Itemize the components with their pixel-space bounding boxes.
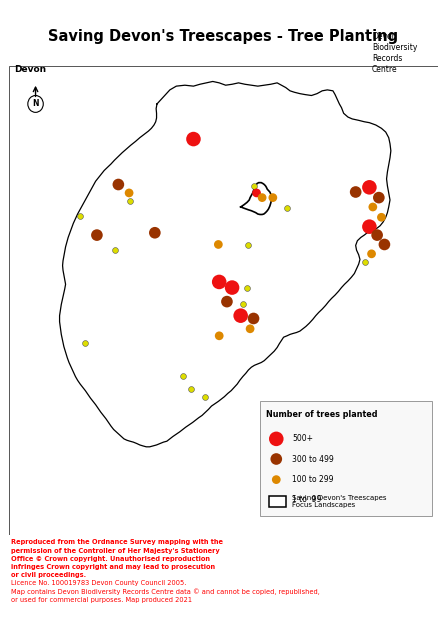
Text: 500+: 500+ [292,434,313,443]
Point [273,454,280,464]
Text: W: W [25,27,35,37]
Text: 300 to 499: 300 to 499 [292,454,334,463]
Text: Saving Devon's Treescapes - Tree Planting: Saving Devon's Treescapes - Tree Plantin… [48,29,399,44]
Text: Number of trees planted: Number of trees planted [266,410,378,419]
Point [273,475,280,485]
Point [352,187,359,197]
Point [215,239,222,249]
Point [215,277,223,287]
Point [247,323,254,334]
Point [381,239,388,249]
Point [76,211,83,222]
Text: or used for commercial purposes. Map produced 2021: or used for commercial purposes. Map pro… [11,597,192,603]
Bar [260,401,432,516]
Point [244,241,251,251]
Point [115,179,122,189]
Text: Devon
Biodiversity
Records
Centre: Devon Biodiversity Records Centre [372,32,417,74]
Point [239,299,246,310]
Text: Map contains Devon Biodiversity Records Centre data © and cannot be copied, repu: Map contains Devon Biodiversity Records … [11,589,320,596]
Point [258,192,266,203]
Point [190,134,197,144]
Text: 1 to  99: 1 to 99 [292,495,321,505]
Point [253,188,260,198]
Point [237,311,244,321]
Text: or civil proceedings.: or civil proceedings. [11,572,86,578]
Point [202,392,209,402]
Text: 100 to 299: 100 to 299 [292,475,333,484]
Point [188,384,195,394]
Point [368,249,375,259]
Point [179,370,186,380]
Point [362,257,369,267]
Point [269,192,276,203]
Text: Licence No. 100019783 Devon County Council 2005.: Licence No. 100019783 Devon County Counc… [11,580,186,586]
Point [378,212,385,222]
Text: Saving Devon's Treescapes
Focus Landscapes: Saving Devon's Treescapes Focus Landscap… [292,495,387,508]
Text: infringes Crown copyright and may lead to prosecution: infringes Crown copyright and may lead t… [11,564,215,570]
Point [215,330,223,341]
Text: DBRC: DBRC [344,39,363,44]
Point [228,282,236,292]
Point [366,182,373,192]
Text: Devon: Devon [14,65,46,74]
Point [273,495,280,505]
Point [127,196,134,206]
Point [93,230,101,240]
Text: N: N [32,99,39,108]
Point [369,202,376,212]
Point [244,282,251,292]
Text: Office © Crown copyright. Unauthorised reproduction: Office © Crown copyright. Unauthorised r… [11,556,210,561]
Point [283,203,291,213]
Text: Reproduced from the Ordnance Survey mapping with the: Reproduced from the Ordnance Survey mapp… [11,539,223,545]
Point [374,230,381,240]
Point [224,296,231,306]
Point [273,434,280,444]
Point [82,338,89,348]
Point [112,245,119,255]
Point [126,188,133,198]
Bar [269,496,286,507]
Point [375,192,383,203]
Point [366,222,373,232]
Point [151,228,158,238]
Text: permission of the Controller of Her Majesty's Stationery: permission of the Controller of Her Maje… [11,548,220,553]
Point [250,181,257,191]
Point [250,313,257,323]
